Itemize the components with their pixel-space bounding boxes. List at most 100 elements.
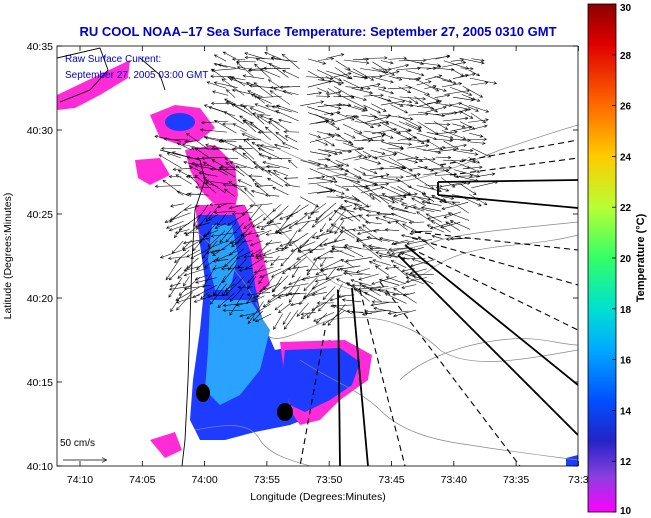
current-vector xyxy=(275,247,289,251)
current-vector xyxy=(399,96,427,101)
ray-dashed xyxy=(411,237,578,286)
current-vector xyxy=(225,222,244,243)
current-vector xyxy=(326,211,345,233)
ray-dashed xyxy=(379,281,521,466)
current-vector xyxy=(377,88,394,95)
current-vector xyxy=(216,203,228,209)
current-vector xyxy=(279,239,299,247)
current-vector xyxy=(235,165,253,180)
current-vector xyxy=(263,258,289,263)
current-vector xyxy=(441,82,463,88)
current-vector xyxy=(228,181,246,194)
current-vector xyxy=(224,157,238,161)
current-vector xyxy=(331,247,355,258)
current-vector xyxy=(255,229,272,238)
current-vector xyxy=(433,121,449,130)
current-vector xyxy=(162,179,184,196)
current-vector xyxy=(339,214,363,221)
current-vector xyxy=(338,205,353,210)
current-vector xyxy=(407,143,430,149)
current-vector xyxy=(244,187,254,198)
current-vector xyxy=(247,90,264,98)
current-vector xyxy=(326,133,341,138)
current-vector xyxy=(311,301,326,311)
current-vector xyxy=(459,57,485,65)
current-vector xyxy=(380,60,394,65)
current-vector xyxy=(379,236,399,243)
current-vector xyxy=(168,277,183,298)
current-vector xyxy=(205,249,220,255)
current-vector xyxy=(329,249,344,254)
current-vector xyxy=(207,241,227,250)
current-vector xyxy=(227,75,246,81)
current-vector xyxy=(462,124,488,132)
current-vector xyxy=(461,111,474,119)
current-vector xyxy=(343,246,364,258)
current-vector xyxy=(265,232,282,236)
current-vector xyxy=(470,81,489,86)
current-vector xyxy=(159,250,182,259)
current-vector xyxy=(390,104,409,114)
ray-dashed xyxy=(409,247,578,331)
current-vector xyxy=(408,220,425,225)
current-vector xyxy=(433,67,455,72)
current-vector xyxy=(387,115,414,121)
current-vector xyxy=(269,90,291,105)
current-vector xyxy=(410,229,433,234)
current-vector xyxy=(306,91,323,95)
current-vector xyxy=(247,301,264,325)
current-vector xyxy=(351,283,364,288)
current-vector xyxy=(212,265,229,271)
current-vector xyxy=(233,146,253,151)
current-vector xyxy=(342,96,368,110)
current-vector xyxy=(423,171,439,176)
current-vector xyxy=(206,81,227,89)
current-vector xyxy=(442,79,457,85)
current-vector xyxy=(406,239,433,246)
current-vector xyxy=(426,224,445,233)
current-vector xyxy=(315,119,329,124)
current-vector xyxy=(290,241,316,252)
sst-patch-southeast-corner xyxy=(566,455,578,466)
current-vector xyxy=(371,300,399,304)
current-vector xyxy=(182,276,190,287)
current-vector xyxy=(183,284,211,291)
current-vector xyxy=(267,169,291,186)
current-vector xyxy=(345,257,373,263)
current-vector xyxy=(256,222,282,229)
current-vector xyxy=(165,256,182,281)
current-vector xyxy=(249,203,273,208)
current-vector xyxy=(272,186,289,196)
ray-solid xyxy=(437,194,578,209)
current-vector xyxy=(341,226,363,242)
current-vector xyxy=(378,278,400,286)
current-vector xyxy=(342,123,363,134)
current-vector xyxy=(217,292,235,309)
current-vector xyxy=(317,256,334,260)
current-vector xyxy=(272,169,289,177)
current-vector xyxy=(311,231,335,239)
current-vector xyxy=(443,143,467,149)
current-vector xyxy=(222,183,236,187)
x-tick-label: 73:3 xyxy=(568,474,589,486)
current-vector xyxy=(451,201,470,214)
current-vector xyxy=(244,52,265,60)
current-vector xyxy=(404,204,417,210)
current-vector xyxy=(342,142,362,151)
current-vector xyxy=(370,302,390,307)
current-vector xyxy=(390,212,415,223)
current-vector xyxy=(243,105,265,125)
current-vector xyxy=(213,62,228,68)
current-vector xyxy=(431,234,443,239)
current-vector xyxy=(450,58,464,62)
current-vector xyxy=(438,199,461,204)
current-vector xyxy=(160,146,182,151)
current-vector xyxy=(228,239,247,256)
current-vector xyxy=(267,156,292,160)
current-vector xyxy=(235,250,254,259)
current-vector xyxy=(391,197,408,205)
current-vector xyxy=(353,288,370,302)
current-vector xyxy=(170,203,184,208)
current-vector xyxy=(414,96,438,113)
current-vector xyxy=(425,74,443,80)
